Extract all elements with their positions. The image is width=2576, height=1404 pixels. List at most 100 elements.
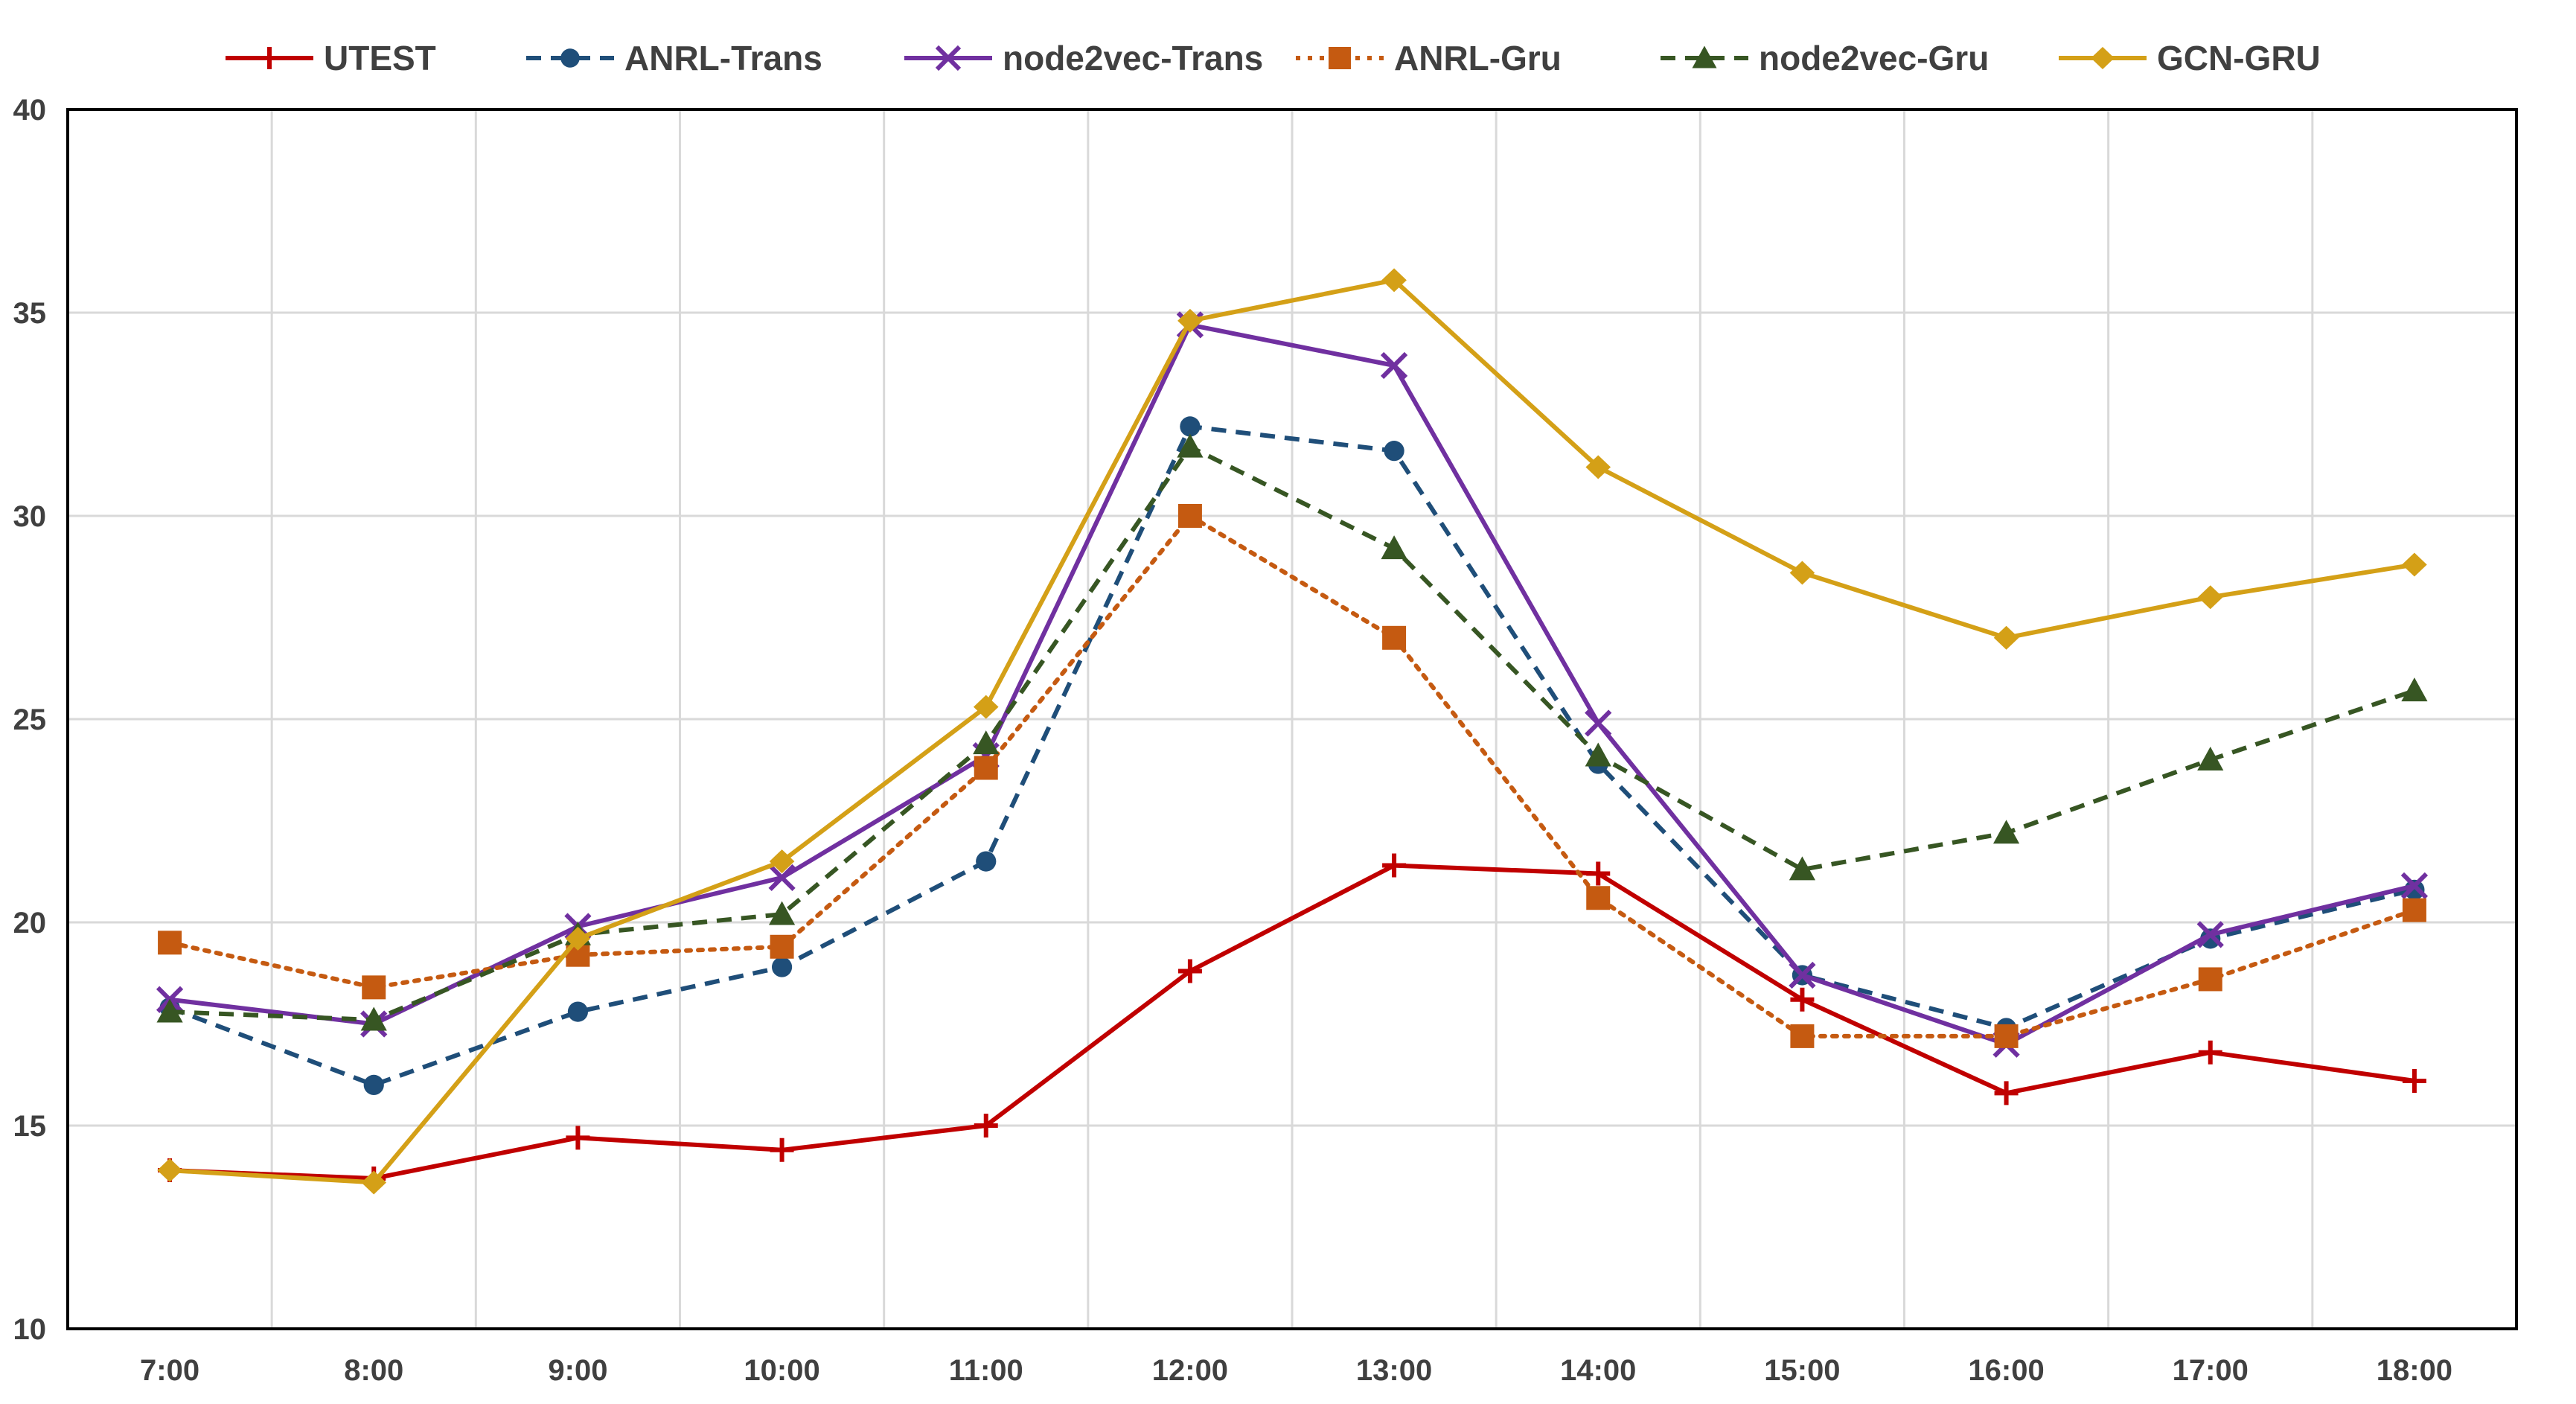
data-point: [973, 695, 999, 719]
data-point: [770, 934, 794, 959]
y-tick-label: 20: [13, 907, 47, 939]
data-point: [2196, 921, 2224, 948]
data-point: [158, 931, 182, 955]
legend-label: GCN-GRU: [2157, 39, 2321, 77]
x-tick-label: 15:00: [1764, 1354, 1840, 1387]
data-point: [1382, 625, 1407, 650]
legend-marker: [258, 47, 281, 69]
data-point: [768, 901, 796, 925]
y-tick-label: 30: [13, 500, 47, 533]
x-tick-label: 9:00: [548, 1354, 607, 1387]
data-point: [2198, 967, 2222, 992]
legend-marker: [2091, 47, 2115, 69]
x-tick-label: 13:00: [1356, 1354, 1432, 1387]
x-tick-label: 10:00: [744, 1354, 819, 1387]
y-tick-label: 35: [13, 297, 47, 330]
data-point: [361, 1170, 387, 1195]
x-tick-label: 7:00: [140, 1354, 199, 1387]
data-point: [157, 1158, 182, 1183]
data-point: [1585, 709, 1612, 737]
legend-label: ANRL-Trans: [624, 39, 822, 77]
legend-label: node2vec-Gru: [1759, 39, 1989, 77]
data-point: [1177, 433, 1204, 458]
legend: UTEST ANRL-Trans node2vec-Trans ANRL-Gru nod…: [226, 39, 2321, 77]
data-point: [1994, 1024, 2019, 1048]
legend-item: node2vec-Trans: [904, 39, 1263, 77]
data-point: [1993, 625, 2019, 650]
y-tick-label: 40: [13, 94, 47, 127]
data-point: [2402, 898, 2426, 922]
x-tick-label: 8:00: [344, 1354, 403, 1387]
series-line: [169, 278, 2415, 1185]
data-point: [1382, 853, 1407, 878]
data-point: [1790, 987, 1815, 1012]
data-point: [974, 756, 998, 780]
data-point: [1586, 861, 1611, 886]
legend-marker: [1329, 47, 1351, 69]
legend-item: UTEST: [226, 39, 436, 77]
data-point: [1586, 886, 1611, 910]
data-point: [1381, 268, 1407, 293]
data-point: [2197, 747, 2224, 770]
legend-label: UTEST: [324, 39, 436, 77]
data-point: [1177, 308, 1203, 333]
data-point: [565, 926, 591, 951]
data-point: [973, 730, 1000, 755]
axes: 10 15 20 25 30 35 40 7:00 8:00 9:00 10:00 11:00 12:0…: [13, 94, 2518, 1387]
data-point: [363, 1074, 384, 1095]
x-tick-label: 18:00: [2377, 1354, 2452, 1387]
data-point: [771, 957, 793, 977]
data-point: [769, 849, 795, 874]
series-line: [169, 863, 2415, 1181]
data-point: [1180, 416, 1201, 437]
data-point: [1177, 959, 1202, 983]
plot-area-border: [66, 108, 2518, 1330]
x-tick-label: 12:00: [1152, 1354, 1228, 1387]
legend-item: ANRL-Gru: [1296, 39, 1562, 77]
legend-item: node2vec-Gru: [1661, 39, 1989, 77]
legend-item: ANRL-Trans: [526, 39, 822, 77]
data-point: [1380, 351, 1408, 380]
data-point: [2400, 872, 2429, 899]
data-point: [768, 864, 796, 892]
legend-marker: [560, 48, 580, 68]
data-point: [1789, 856, 1816, 881]
data-point: [156, 998, 183, 1023]
y-tick-label: 15: [13, 1110, 47, 1143]
x-tick-label: 14:00: [1560, 1354, 1636, 1387]
data-point: [1790, 1024, 1815, 1048]
data-point: [1789, 561, 1815, 585]
legend-label: ANRL-Gru: [1394, 39, 1562, 77]
gridlines: [68, 109, 2516, 1329]
data-point: [1585, 455, 1611, 479]
series-line: [169, 424, 2415, 1088]
data-point: [2402, 552, 2427, 577]
data-point: [2402, 1068, 2426, 1093]
y-tick-label: 10: [13, 1313, 47, 1346]
data-point: [1994, 1081, 2019, 1105]
series-group: [156, 268, 2429, 1195]
x-tick-label: 16:00: [1968, 1354, 2044, 1387]
data-point: [567, 1001, 589, 1022]
data-point: [1585, 742, 1611, 767]
legend-marker: [1692, 45, 1717, 68]
data-point: [1384, 441, 1404, 462]
series-node2vec-gru: [156, 433, 2428, 1031]
series-gcn-gru: [157, 268, 2427, 1195]
data-point: [1177, 504, 1202, 528]
data-point: [976, 851, 997, 872]
data-point: [1789, 961, 1816, 989]
series-line: [167, 514, 2417, 1038]
series-anrl-gru: [158, 504, 2426, 1048]
legend-item: GCN-GRU: [2059, 39, 2321, 77]
legend-label: node2vec-Trans: [1003, 39, 1263, 77]
data-point: [2197, 585, 2223, 610]
data-point: [360, 1006, 387, 1031]
data-point: [770, 1137, 794, 1162]
series-line: [169, 322, 2415, 1047]
data-point: [2401, 677, 2428, 702]
y-tick-label: 25: [13, 703, 47, 736]
legend-marker: [935, 45, 962, 71]
